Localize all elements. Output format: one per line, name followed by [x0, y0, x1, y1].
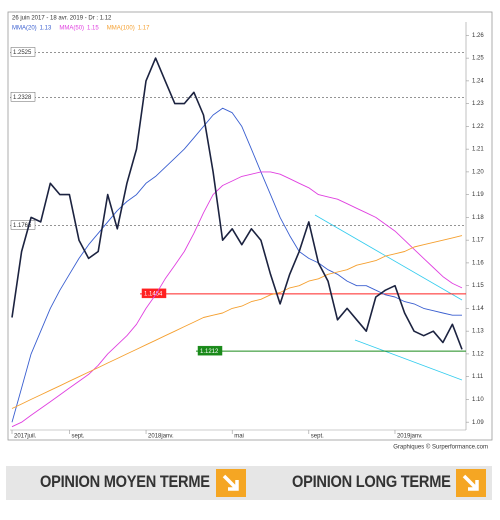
legend-name: MMA(20) — [12, 26, 37, 32]
y-tick-label: 1.26 — [472, 33, 484, 39]
level-label-box — [141, 288, 167, 299]
legend-value: 1.15 — [87, 26, 99, 32]
x-tick-label: 2017juil. — [14, 434, 37, 440]
legend-name: MMA(50) — [59, 26, 84, 32]
y-tick-label: 1.13 — [472, 329, 484, 335]
legend-value: 1.17 — [138, 26, 150, 32]
opinion-arrow[interactable] — [456, 469, 486, 497]
chart-subtitle: 26 juin 2017 - 18 avr. 2019 - Dr : 1.12 — [12, 16, 112, 22]
y-tick-label: 1.09 — [472, 420, 484, 426]
chart-frame — [7, 11, 493, 441]
y-tick-label: 1.22 — [472, 124, 484, 130]
x-tick-label: 2019janv. — [397, 434, 423, 440]
y-tick-label: 1.15 — [472, 283, 484, 289]
x-tick-label: sept. — [311, 434, 324, 440]
chart: 26 juin 2017 - 18 avr. 2019 - Dr : 1.12 … — [7, 11, 493, 451]
banner: OPINION MOYEN TERME OPINION LONG TERME — [6, 466, 492, 500]
opinion-label: OPINION MOYEN TERME — [40, 472, 210, 491]
trend-line — [314, 214, 463, 301]
opinion-arrow[interactable] — [216, 469, 246, 497]
level-label: 1.1464 — [144, 291, 163, 297]
legend-value: 1.13 — [40, 26, 52, 32]
x-tick-label: sept. — [71, 434, 84, 440]
level-label: 1.1212 — [200, 349, 219, 355]
y-tick-label: 1.23 — [472, 101, 484, 107]
series-line — [11, 107, 462, 423]
y-tick-label: 1.17 — [472, 238, 484, 244]
y-tick-label: 1.16 — [472, 260, 484, 266]
y-tick-label: 1.12 — [472, 351, 484, 357]
x-tick-label: 2018janv. — [148, 434, 174, 440]
y-tick-label: 1.11 — [472, 374, 484, 380]
x-tick-label: mai — [234, 434, 244, 440]
level-label-box — [197, 345, 223, 356]
legend-name: MMA(100) — [107, 26, 135, 32]
level-label-box — [10, 220, 36, 230]
level-label: 1.2525 — [13, 50, 32, 56]
level-label: 1.2328 — [13, 95, 32, 101]
y-tick-label: 1.21 — [472, 147, 484, 153]
series-line — [11, 235, 463, 409]
opinion-label: OPINION LONG TERME — [292, 472, 451, 491]
series-line — [11, 171, 463, 428]
y-tick-label: 1.25 — [472, 56, 484, 62]
y-tick-label: 1.14 — [472, 306, 484, 312]
y-tick-label: 1.24 — [472, 78, 484, 84]
level-label-box — [10, 92, 36, 102]
level-label: 1.1765 — [13, 223, 32, 229]
credit: Graphiques © Surperformance.com — [393, 444, 488, 451]
series-line — [11, 57, 463, 350]
y-tick-label: 1.10 — [472, 397, 484, 403]
y-tick-label: 1.18 — [472, 215, 484, 221]
y-tick-label: 1.19 — [472, 192, 484, 198]
level-label-box — [10, 47, 36, 57]
y-tick-label: 1.20 — [472, 169, 484, 175]
trend-line — [354, 339, 463, 381]
